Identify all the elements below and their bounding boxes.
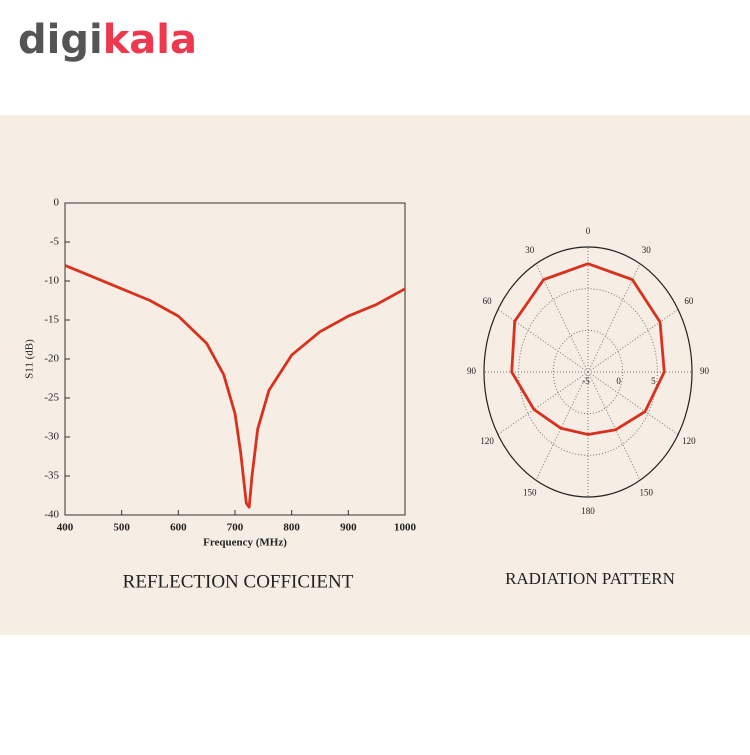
x-tick-label: 900 (340, 522, 357, 534)
chart-caption: REFLECTION COFFICIENT (123, 571, 354, 592)
x-tick-label: 800 (283, 522, 300, 534)
x-tick-label: 700 (227, 522, 244, 534)
angle-label: 0 (586, 226, 591, 236)
y-tick-label: -15 (44, 314, 59, 326)
radial-tick-label: -5 (582, 376, 590, 386)
angle-label: 90 (700, 366, 710, 376)
angular-grid (587, 263, 641, 373)
angular-grid (587, 371, 679, 435)
angular-grid (497, 371, 589, 435)
photo-background (0, 115, 750, 635)
angle-label: 150 (523, 487, 537, 497)
y-tick-label: -20 (44, 353, 59, 365)
x-tick-label: 500 (113, 522, 130, 534)
radial-tick-label: 5 (651, 376, 656, 386)
angle-label: 180 (581, 506, 595, 516)
polar-frame (483, 246, 693, 498)
angle-label: 60 (483, 296, 493, 306)
y-tick-label: -30 (44, 431, 59, 443)
radial-tick-label: 0 (616, 376, 621, 386)
y-tick-label: -25 (44, 392, 59, 404)
angular-grid (497, 309, 589, 373)
y-tick-label: -40 (44, 509, 59, 521)
x-tick-label: 600 (170, 522, 187, 534)
y-tick-label: -35 (44, 470, 59, 482)
angular-grid (587, 371, 641, 481)
angular-grid (535, 371, 589, 481)
chart-caption: RADIATION PATTERN (505, 569, 675, 588)
x-axis-label: Frequency (MHz) (203, 537, 287, 549)
line-series (64, 264, 406, 509)
angular-grid (535, 263, 589, 373)
logo: digikala (18, 17, 197, 63)
y-tick-label: -10 (44, 275, 59, 287)
logo-part: kala (103, 17, 197, 63)
x-tick-label: 400 (57, 522, 74, 534)
angle-label: 60 (684, 296, 694, 306)
angle-label: 150 (639, 487, 653, 497)
angular-grid (587, 309, 679, 373)
angle-label: 30 (525, 245, 535, 255)
y-tick-label: 0 (54, 197, 60, 209)
angle-label: 120 (480, 436, 494, 446)
radial-grid (552, 329, 624, 415)
y-tick-label: -5 (50, 236, 60, 248)
angle-label: 90 (467, 366, 477, 376)
angle-label: 120 (682, 436, 696, 446)
y-axis-label: S11 (dB) (24, 339, 36, 379)
logo-part: digi (18, 17, 103, 63)
angle-label: 30 (642, 245, 652, 255)
polar-series (510, 262, 666, 436)
x-tick-label: 1000 (394, 522, 417, 534)
